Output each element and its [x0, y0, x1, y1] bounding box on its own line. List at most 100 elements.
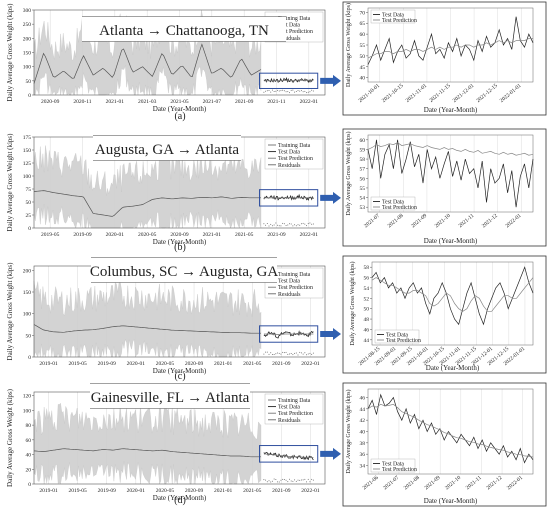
- training-data-line: [33, 190, 261, 217]
- residual-point: [282, 351, 284, 353]
- zoom-ytick-label: 38: [360, 441, 366, 447]
- zoom-legend-label: Test Data: [386, 333, 408, 339]
- residual-point: [300, 90, 302, 92]
- main-xtick-label: 2019-05: [41, 232, 60, 238]
- residual-point: [307, 223, 309, 225]
- main-xtick-label: 2022-01: [300, 99, 319, 105]
- residual-point: [302, 479, 304, 481]
- zoom-ytick-label: 54: [360, 196, 366, 202]
- main-ytick-label: 80: [26, 423, 32, 429]
- residual-point: [277, 481, 279, 483]
- zoom-ytick-label: 46: [364, 327, 370, 333]
- residual-point: [304, 478, 306, 480]
- main-ytick-label: 50: [26, 200, 32, 206]
- residual-point: [266, 351, 268, 353]
- main-ytick-label: 50: [26, 79, 32, 85]
- zoom-legend-label: Test Prediction: [382, 205, 417, 211]
- residual-point: [295, 352, 297, 354]
- residual-point: [292, 89, 294, 91]
- residual-point: [271, 354, 273, 356]
- zoom-test-prediction-line: [367, 38, 533, 59]
- zoom-arrow-icon: [320, 328, 341, 341]
- zoom-xaxis-label: Date (Year-Month): [426, 364, 480, 372]
- zoom-test-data-line: [367, 139, 534, 208]
- zoom-legend-label: Test Prediction: [386, 338, 421, 344]
- residual-point: [290, 223, 292, 225]
- main-ytick-label: 75: [26, 187, 32, 193]
- main-legend-label: Residuals: [278, 292, 301, 298]
- main-legend-box: [264, 267, 324, 299]
- residual-point: [309, 222, 311, 224]
- zoom-ytick-label: 52: [364, 296, 370, 302]
- zoom-yaxis-label: Daily Average Gross Weight (kips): [345, 390, 352, 474]
- residual-point: [270, 481, 272, 483]
- zoom-arrow-icon: [320, 191, 341, 204]
- main-ytick-label: 150: [23, 51, 32, 57]
- main-xtick-label: 2019-01: [39, 361, 58, 367]
- main-ytick-label: 100: [23, 408, 32, 414]
- main-ytick-label: 250: [23, 22, 32, 28]
- main-xtick-label: 2021-11: [267, 99, 285, 105]
- residual-point: [263, 223, 265, 225]
- zoom-frame: [342, 128, 547, 247]
- residual-point: [282, 89, 284, 91]
- zoom-xaxis-label: Date (Year-Month): [424, 237, 478, 245]
- zoom-legend-box: [370, 9, 416, 24]
- zoom-ytick-label: 56: [364, 276, 370, 282]
- main-legend-label: Test Prediction: [278, 29, 313, 35]
- main-xtick-label: 2019-09: [73, 232, 92, 238]
- residual-point: [311, 353, 313, 355]
- residual-point: [283, 478, 285, 480]
- residual-point: [300, 223, 302, 225]
- zoom-ytick-label: 58: [364, 265, 370, 271]
- residual-point: [285, 225, 287, 227]
- zoom-ytick-label: 54: [364, 286, 370, 292]
- residual-point: [287, 353, 289, 355]
- residual-point: [268, 480, 270, 482]
- residual-point: [290, 352, 292, 354]
- zoom-highlight-box: [259, 445, 319, 463]
- residual-point: [275, 353, 277, 355]
- residual-point: [312, 479, 314, 481]
- main-xtick-label: 2021-09: [235, 99, 254, 105]
- residual-point: [295, 225, 297, 227]
- route-title: Columbus, SC → Augusta, GA: [90, 264, 279, 280]
- residual-point: [306, 354, 308, 356]
- main-xtick-label: 2021-07: [203, 99, 222, 105]
- zoom-ytick-label: 34: [360, 464, 366, 470]
- residual-point: [263, 353, 265, 355]
- zoom-highlight-box: [259, 325, 319, 343]
- zoom-ytick-label: 59: [360, 147, 366, 153]
- zoom-legend-box: [370, 196, 416, 211]
- main-xtick-label: 2020-01: [127, 361, 146, 367]
- residual-point: [285, 91, 287, 93]
- main-xtick-label: 2021-01: [214, 361, 233, 367]
- zoom-arrow-icon: [320, 74, 341, 87]
- zoom-legend-label: Test Prediction: [382, 467, 417, 473]
- zoom-ytick-label: 45: [360, 65, 366, 71]
- residual-point: [263, 91, 265, 93]
- residual-point: [278, 352, 280, 354]
- residual-point: [288, 92, 290, 94]
- main-xtick-label: 2019-05: [68, 488, 87, 494]
- zoom-xaxis-label: Date (Year-Month): [424, 497, 478, 505]
- main-legend-label: Training Data: [278, 16, 311, 22]
- main-test-data-line: [263, 330, 314, 339]
- residual-point: [306, 481, 308, 483]
- residual-point: [312, 352, 314, 354]
- zoom-ytick-label: 40: [360, 76, 366, 82]
- main-xtick-label: 2020-05: [156, 488, 175, 494]
- residual-point: [300, 479, 302, 481]
- residual-point: [299, 479, 301, 481]
- main-xtick-label: 2020-09: [185, 361, 204, 367]
- residual-point: [287, 224, 289, 226]
- residual-point: [266, 481, 268, 483]
- residual-point: [295, 90, 297, 92]
- residual-point: [271, 480, 273, 482]
- zoom-axes-frame: [367, 134, 534, 213]
- main-xtick-label: 2021-01: [214, 488, 233, 494]
- residual-point: [283, 90, 285, 92]
- residual-point: [299, 351, 301, 353]
- zoom-ytick-label: 36: [360, 452, 366, 458]
- zoom-ytick-label: 55: [360, 186, 366, 192]
